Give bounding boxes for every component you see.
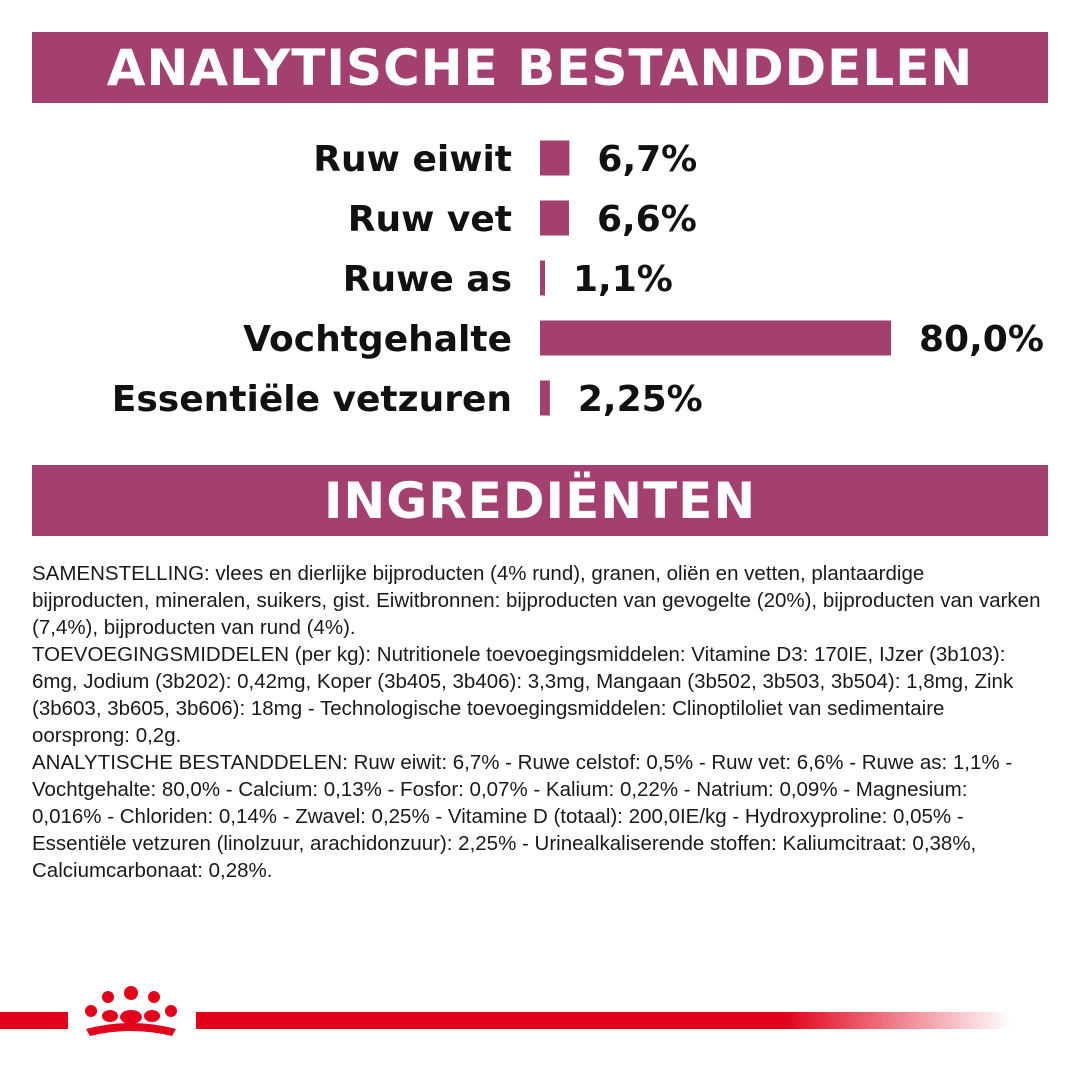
bar [540,380,550,416]
value-label: 1,1% [573,259,673,300]
value-label: 6,7% [597,139,697,180]
category-label: Ruw eiwit [313,139,512,180]
category-label: Ruwe as [343,259,512,300]
analytics-paragraph: ANALYTISCHE BESTANDDELEN: Ruw eiwit: 6,7… [32,751,1013,882]
ingredients-heading-band: INGREDIËNTEN [32,465,1048,536]
composition-paragraph: SAMENSTELLING: vlees en dierlijke bijpro… [32,562,1041,639]
footer-line-left [0,1012,68,1029]
value-label: 6,6% [597,199,697,240]
ingredients-text: SAMENSTELLING: vlees en dierlijke bijpro… [32,560,1042,884]
footer-line-right [196,1012,1011,1029]
analytics-heading-band: ANALYTISCHE BESTANDDELEN [32,32,1048,103]
value-label: 80,0% [919,319,1044,360]
ingredients-heading: INGREDIËNTEN [323,471,757,530]
analytics-heading: ANALYTISCHE BESTANDDELEN [106,38,974,97]
category-label: Ruw vet [348,199,512,240]
category-label: Vochtgehalte [243,319,512,360]
value-label: 2,25% [578,379,703,420]
bar [540,140,570,176]
bar [540,260,545,296]
footer-brand-strip [0,986,1011,1036]
nutrient-bar-chart: Ruw eiwit 6,7% Ruw vet 6,6% Ruwe as 1,1% Vocht… [112,139,1044,420]
bar [540,320,891,356]
bar [540,200,569,236]
category-label: Essentiële vetzuren [112,379,512,420]
crown-logo-icon [85,986,177,1036]
additives-paragraph: TOEVOEGINGSMIDDELEN (per kg): Nutritione… [32,643,1014,747]
